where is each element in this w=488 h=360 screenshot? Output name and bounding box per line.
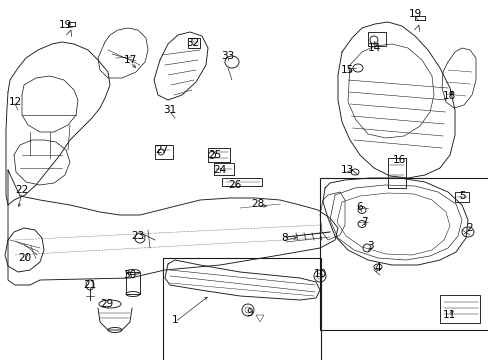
Bar bbox=[319, 178, 488, 330]
Text: 12: 12 bbox=[8, 97, 21, 107]
Text: 3: 3 bbox=[366, 241, 372, 251]
Text: 13: 13 bbox=[340, 165, 353, 175]
Text: 5: 5 bbox=[458, 191, 465, 201]
Bar bbox=[439, 295, 479, 323]
Text: 20: 20 bbox=[19, 253, 32, 263]
Bar bbox=[367, 32, 385, 46]
Text: 14: 14 bbox=[366, 43, 380, 53]
Text: 21: 21 bbox=[83, 280, 97, 290]
Text: 9: 9 bbox=[246, 308, 253, 318]
Text: 2: 2 bbox=[466, 223, 472, 233]
Text: 6: 6 bbox=[356, 202, 363, 212]
Bar bbox=[214, 163, 234, 175]
Text: 33: 33 bbox=[221, 51, 234, 61]
Text: 27: 27 bbox=[155, 145, 168, 155]
Text: 4: 4 bbox=[374, 263, 381, 273]
Text: 22: 22 bbox=[15, 185, 29, 195]
Text: 24: 24 bbox=[213, 165, 226, 175]
Bar bbox=[222, 178, 262, 186]
Text: 17: 17 bbox=[123, 55, 136, 65]
Bar bbox=[454, 192, 468, 202]
Text: 19: 19 bbox=[58, 20, 71, 30]
Text: 29: 29 bbox=[100, 299, 113, 309]
Text: 32: 32 bbox=[186, 38, 199, 48]
Text: 1: 1 bbox=[171, 315, 178, 325]
Text: 8: 8 bbox=[281, 233, 288, 243]
Text: 11: 11 bbox=[442, 310, 455, 320]
Text: 28: 28 bbox=[251, 199, 264, 209]
Text: 18: 18 bbox=[442, 91, 455, 101]
Bar bbox=[187, 38, 200, 48]
Text: 31: 31 bbox=[163, 105, 176, 115]
Text: 19: 19 bbox=[407, 9, 421, 19]
Text: 30: 30 bbox=[123, 270, 136, 280]
Text: 16: 16 bbox=[391, 155, 405, 165]
Text: 7: 7 bbox=[360, 217, 366, 227]
Bar bbox=[163, 258, 320, 360]
Text: 26: 26 bbox=[228, 180, 241, 190]
Bar bbox=[155, 145, 173, 159]
Bar bbox=[126, 272, 140, 294]
Bar bbox=[387, 158, 405, 188]
Text: 23: 23 bbox=[131, 231, 144, 241]
Text: 15: 15 bbox=[340, 65, 353, 75]
Text: 25: 25 bbox=[208, 150, 221, 160]
Text: 10: 10 bbox=[313, 269, 326, 279]
Bar bbox=[207, 148, 229, 162]
